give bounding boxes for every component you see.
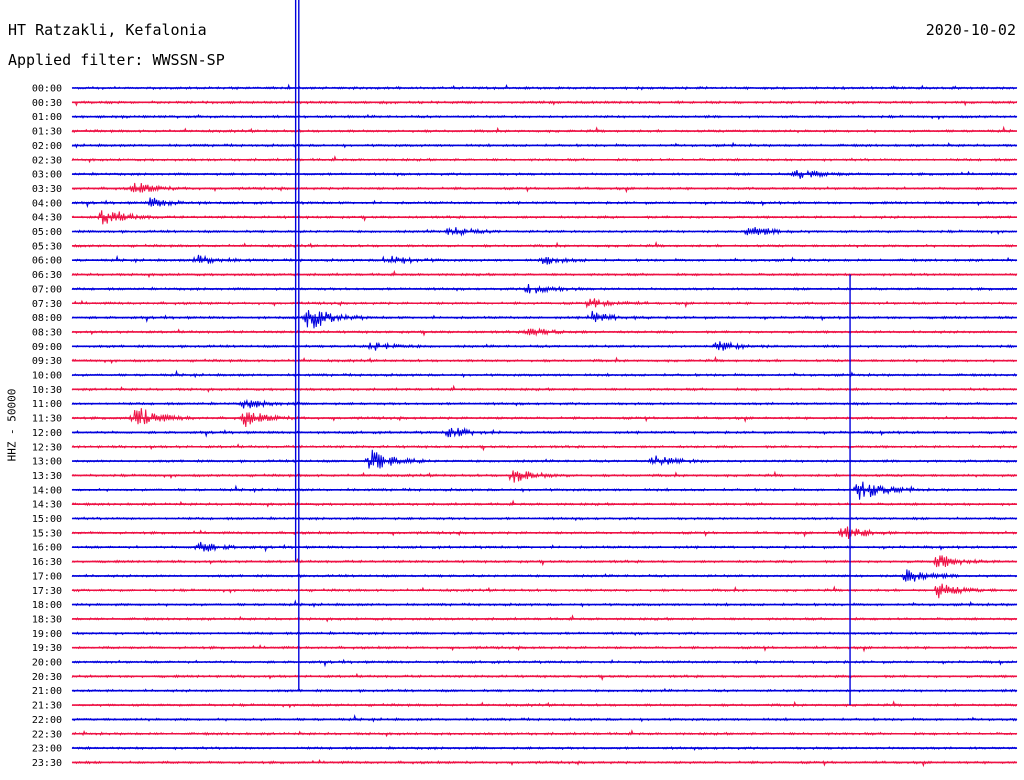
row-label: 00:00: [32, 84, 62, 95]
row-label: 23:30: [32, 758, 62, 769]
row-label: 08:30: [32, 327, 62, 338]
row-label: 02:00: [32, 141, 62, 152]
row-label: 22:30: [32, 729, 62, 740]
row-label: 10:30: [32, 385, 62, 396]
row-label: 03:00: [32, 170, 62, 181]
row-label: 15:00: [32, 514, 62, 525]
row-label: 02:30: [32, 155, 62, 166]
row-label: 15:30: [32, 528, 62, 539]
row-label: 11:00: [32, 399, 62, 410]
row-label: 06:30: [32, 270, 62, 281]
row-label: 05:00: [32, 227, 62, 238]
row-label: 01:00: [32, 112, 62, 123]
trace-row: [71, 470, 1018, 483]
trace-row: [71, 310, 1017, 329]
row-label: 14:30: [32, 500, 62, 511]
trace-row: [71, 714, 1018, 723]
row-label: 07:30: [32, 299, 62, 310]
row-label: 19:00: [32, 629, 62, 640]
filter-label: Applied filter: WWSSN-SP: [8, 51, 225, 69]
row-label: 18:00: [32, 600, 62, 611]
row-label: 09:30: [32, 356, 62, 367]
row-label: 11:30: [32, 414, 62, 425]
row-label: 07:00: [32, 284, 62, 295]
row-label: 20:30: [32, 672, 62, 683]
traces: [71, 83, 1018, 768]
row-label: 22:00: [32, 715, 62, 726]
row-label: 14:00: [32, 485, 62, 496]
station-title: HT Ratzakli, Kefalonia: [8, 21, 207, 39]
row-label: 06:00: [32, 256, 62, 267]
row-label: 16:30: [32, 557, 62, 568]
row-label: 05:30: [32, 241, 62, 252]
row-label: 13:30: [32, 471, 62, 482]
trace-row: [71, 481, 1018, 500]
row-label: 08:00: [32, 313, 62, 324]
row-label: 03:30: [32, 184, 62, 195]
row-label: 00:30: [32, 98, 62, 109]
trace-row: [72, 449, 1018, 469]
row-label: 17:00: [32, 571, 62, 582]
vertical-spikes: [294, 0, 851, 706]
row-label: 10:00: [32, 371, 62, 382]
row-label: 21:30: [32, 701, 62, 712]
row-label: 12:30: [32, 442, 62, 453]
row-label: 16:00: [32, 543, 62, 554]
row-label: 13:00: [32, 457, 62, 468]
row-label: 18:30: [32, 614, 62, 625]
row-label: 09:00: [32, 342, 62, 353]
row-label: 12:00: [32, 428, 62, 439]
row-label: 01:30: [32, 127, 62, 138]
row-labels: 00:00 00:30 01:00 01:30 02:00 02:30 03:00 03:30…: [32, 84, 62, 769]
row-label: 04:30: [32, 213, 62, 224]
row-label: 23:00: [32, 744, 62, 755]
date-label: 2020-10-02: [925, 21, 1016, 39]
row-label: 21:00: [32, 686, 62, 697]
row-label: 04:00: [32, 198, 62, 209]
row-label: 17:30: [32, 586, 62, 597]
row-label: 20:00: [32, 658, 62, 669]
row-label: 19:30: [32, 643, 62, 654]
